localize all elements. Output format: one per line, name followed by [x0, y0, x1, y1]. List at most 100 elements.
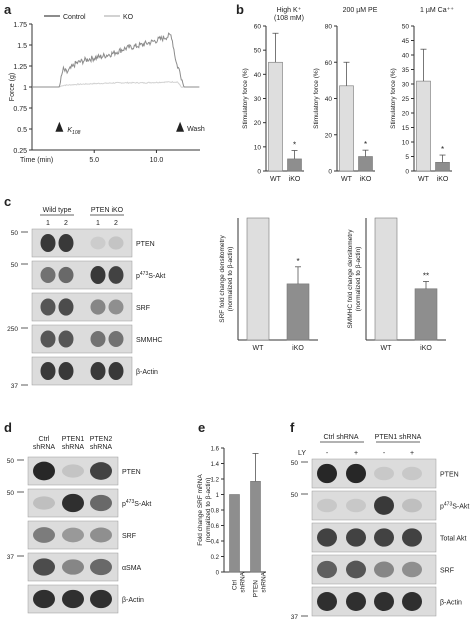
y-tick-label: 50 — [254, 48, 262, 55]
chart-title: High K⁺ (108 mM) — [274, 7, 304, 22]
panel-label-e: e — [198, 420, 205, 435]
y-tick-label: 40 — [402, 53, 410, 60]
category-label: WT — [253, 345, 265, 352]
category-label: iKO — [420, 345, 432, 352]
protein-band — [62, 559, 84, 575]
protein-band — [90, 462, 112, 480]
category-label: iKO — [360, 176, 372, 183]
molecular-weight-label: 37 — [11, 383, 19, 390]
panel-label-a: a — [4, 2, 12, 17]
y-tick-label: 1 — [216, 493, 220, 499]
category-label: iKO — [292, 345, 304, 352]
y-tick-label: 25 — [402, 96, 410, 103]
panel-c-smmhc-chart: SMMHC fold change densitometry(normalize… — [347, 217, 446, 352]
protein-band — [90, 527, 112, 543]
protein-band — [90, 299, 106, 315]
panel-b-pe-chart: 0 20 40 60 80 Stimulatory force (%) 200 µM PE W… — [313, 7, 378, 183]
category-label: WT — [270, 176, 282, 183]
category-label: WT — [418, 176, 430, 183]
significance-marker: * — [296, 257, 299, 266]
protein-band — [62, 493, 84, 513]
protein-band — [58, 361, 74, 381]
molecular-weight-label: 37 — [7, 554, 15, 561]
lane-number: 2 — [64, 220, 68, 227]
blot-row-label: SRF — [136, 305, 150, 312]
wash-arrow-marker — [176, 121, 185, 132]
x-tick-label: 5.0 — [89, 157, 99, 164]
panel-e-srf-mrna-chart: 0 0.2 0.4 0.6 0.8 1 1.2 1.4 1.6 Fold change SRF m… — [197, 447, 268, 598]
molecular-weight-label: 50 — [291, 460, 299, 467]
bar-ctrl-shrna — [229, 494, 240, 573]
blot-row-label: SRF — [122, 533, 136, 540]
protein-band — [90, 265, 106, 285]
panel-d-western-blot: Ctrl shRNA PTEN1 shRNA PTEN2 shRNA PTEN 50 p473S… — [7, 436, 151, 614]
blot-row-label: β-Actin — [440, 600, 462, 607]
protein-band — [346, 498, 366, 513]
stimulus-arrow-marker — [55, 121, 64, 132]
bar-iko — [435, 162, 450, 172]
blot-row-label: PTEN — [440, 472, 459, 479]
protein-band — [40, 266, 56, 284]
category-label: WT — [381, 345, 393, 352]
protein-band — [90, 494, 112, 512]
protein-band — [90, 558, 112, 576]
protein-band — [62, 464, 84, 478]
y-tick-label: 30 — [402, 82, 410, 89]
molecular-weight-label: 50 — [7, 458, 15, 465]
y-tick-label: 80 — [325, 24, 333, 31]
protein-band — [33, 527, 55, 543]
bar-iko — [414, 288, 438, 341]
protein-band — [317, 528, 337, 547]
y-tick-label: 0 — [257, 169, 261, 176]
lane-number: 1 — [96, 220, 100, 227]
group-label: PTEN iKO — [91, 207, 124, 214]
bar-wt — [374, 217, 398, 341]
protein-band — [33, 589, 55, 609]
stimulus-annotation: K108 — [67, 127, 80, 136]
blot-row-label: Total Akt — [440, 536, 467, 543]
protein-band — [374, 496, 394, 515]
blot-row-label: p473S-Akt — [440, 502, 469, 511]
y-tick-label: 60 — [254, 24, 262, 31]
panel-label-c: c — [4, 194, 11, 209]
protein-band — [40, 361, 56, 381]
protein-band — [374, 528, 394, 547]
y-tick-label: 35 — [402, 67, 410, 74]
treatment-label: LY — [298, 450, 306, 457]
bar-iko — [286, 283, 310, 341]
panel-label-d: d — [4, 420, 12, 435]
panel-c-western-blot: Wild type PTEN iKO 1 2 1 2 PTEN 50 p473S-Akt 50 SR… — [7, 207, 165, 390]
bar-wt — [246, 217, 270, 341]
panel-b-high-k-chart: 0 10 20 30 40 50 60 Stimulatory force (%) High K… — [242, 7, 304, 183]
protein-band — [90, 589, 112, 609]
panel-f-western-blot: Ctrl shRNA PTEN1 shRNA LY - + - + PTEN 50 p473S-A… — [291, 434, 470, 621]
category-label: PTENshRNA — [253, 571, 268, 597]
protein-band — [108, 236, 124, 250]
protein-band — [402, 466, 422, 481]
y-axis-label: SMMHC fold change densitometry(normalize… — [347, 229, 362, 329]
protein-band — [33, 496, 55, 510]
blot-row-label: PTEN — [136, 241, 155, 248]
protein-band — [40, 330, 56, 348]
protein-band — [317, 591, 337, 612]
protein-band — [58, 330, 74, 348]
category-label: WT — [341, 176, 353, 183]
y-tick-label: 5 — [405, 154, 409, 161]
series-line-ko — [32, 80, 200, 88]
protein-band — [62, 589, 84, 609]
category-label: CtrlshRNA — [232, 571, 247, 592]
lane-label: Ctrl shRNA — [33, 436, 56, 451]
y-tick-label: 50 — [402, 24, 410, 31]
protein-band — [346, 528, 366, 547]
chart-title: 200 µM PE — [343, 7, 378, 14]
treatment-sign: + — [410, 450, 414, 457]
y-tick-label: 10 — [254, 144, 262, 151]
treatment-sign: - — [383, 450, 386, 457]
y-tick-label: 60 — [325, 60, 333, 67]
y-tick-label: 0.6 — [211, 524, 220, 530]
molecular-weight-label: 50 — [7, 490, 15, 497]
y-tick-label: 40 — [254, 72, 262, 79]
y-tick-label: 1.25 — [13, 64, 27, 71]
series-line-control — [32, 32, 200, 88]
y-tick-label: 10 — [402, 140, 410, 147]
